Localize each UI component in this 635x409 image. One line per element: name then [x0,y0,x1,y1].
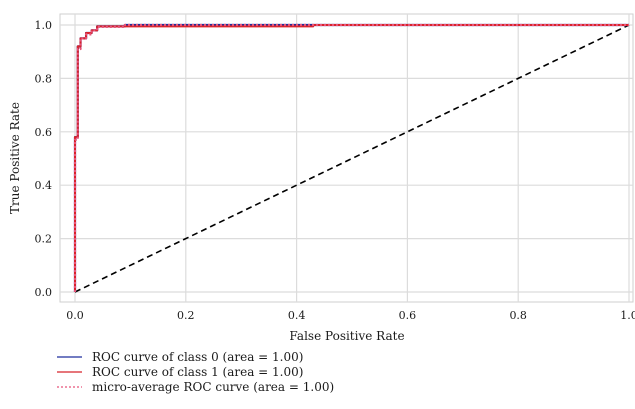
y-tick-label: 0.2 [35,233,53,246]
series-lines [73,23,630,293]
y-axis-title: True Positive Rate [8,102,22,214]
y-tick-label: 0.8 [35,72,53,85]
tick-labels: 0.0 0.2 0.4 0.6 0.8 1.0 0.0 0.2 0.4 0.6 0.8 1.0 [35,19,635,322]
x-tick-label: 0.4 [288,309,306,322]
micro-average-roc-line [73,23,629,292]
x-tick-label: 0.8 [509,309,527,322]
x-tick-label: 0.6 [399,309,417,322]
y-tick-label: 0.0 [35,286,53,299]
plot-area [59,13,634,303]
legend: ROC curve of class 0 (area = 1.00)ROC cu… [57,350,334,394]
chance-diagonal-line [74,24,630,293]
legend-label: ROC curve of class 0 (area = 1.00) [92,350,303,364]
x-tick-label: 0.0 [66,309,84,322]
y-tick-label: 1.0 [35,19,53,32]
x-axis-title: False Positive Rate [289,329,404,343]
x-tick-label: 0.2 [177,309,195,322]
class-1-roc-line [74,24,629,292]
x-tick-label: 1.0 [620,309,635,322]
y-tick-label: 0.6 [35,126,53,139]
legend-label: micro-average ROC curve (area = 1.00) [92,380,334,394]
legend-label: ROC curve of class 1 (area = 1.00) [92,365,303,379]
y-tick-label: 0.4 [35,179,53,192]
